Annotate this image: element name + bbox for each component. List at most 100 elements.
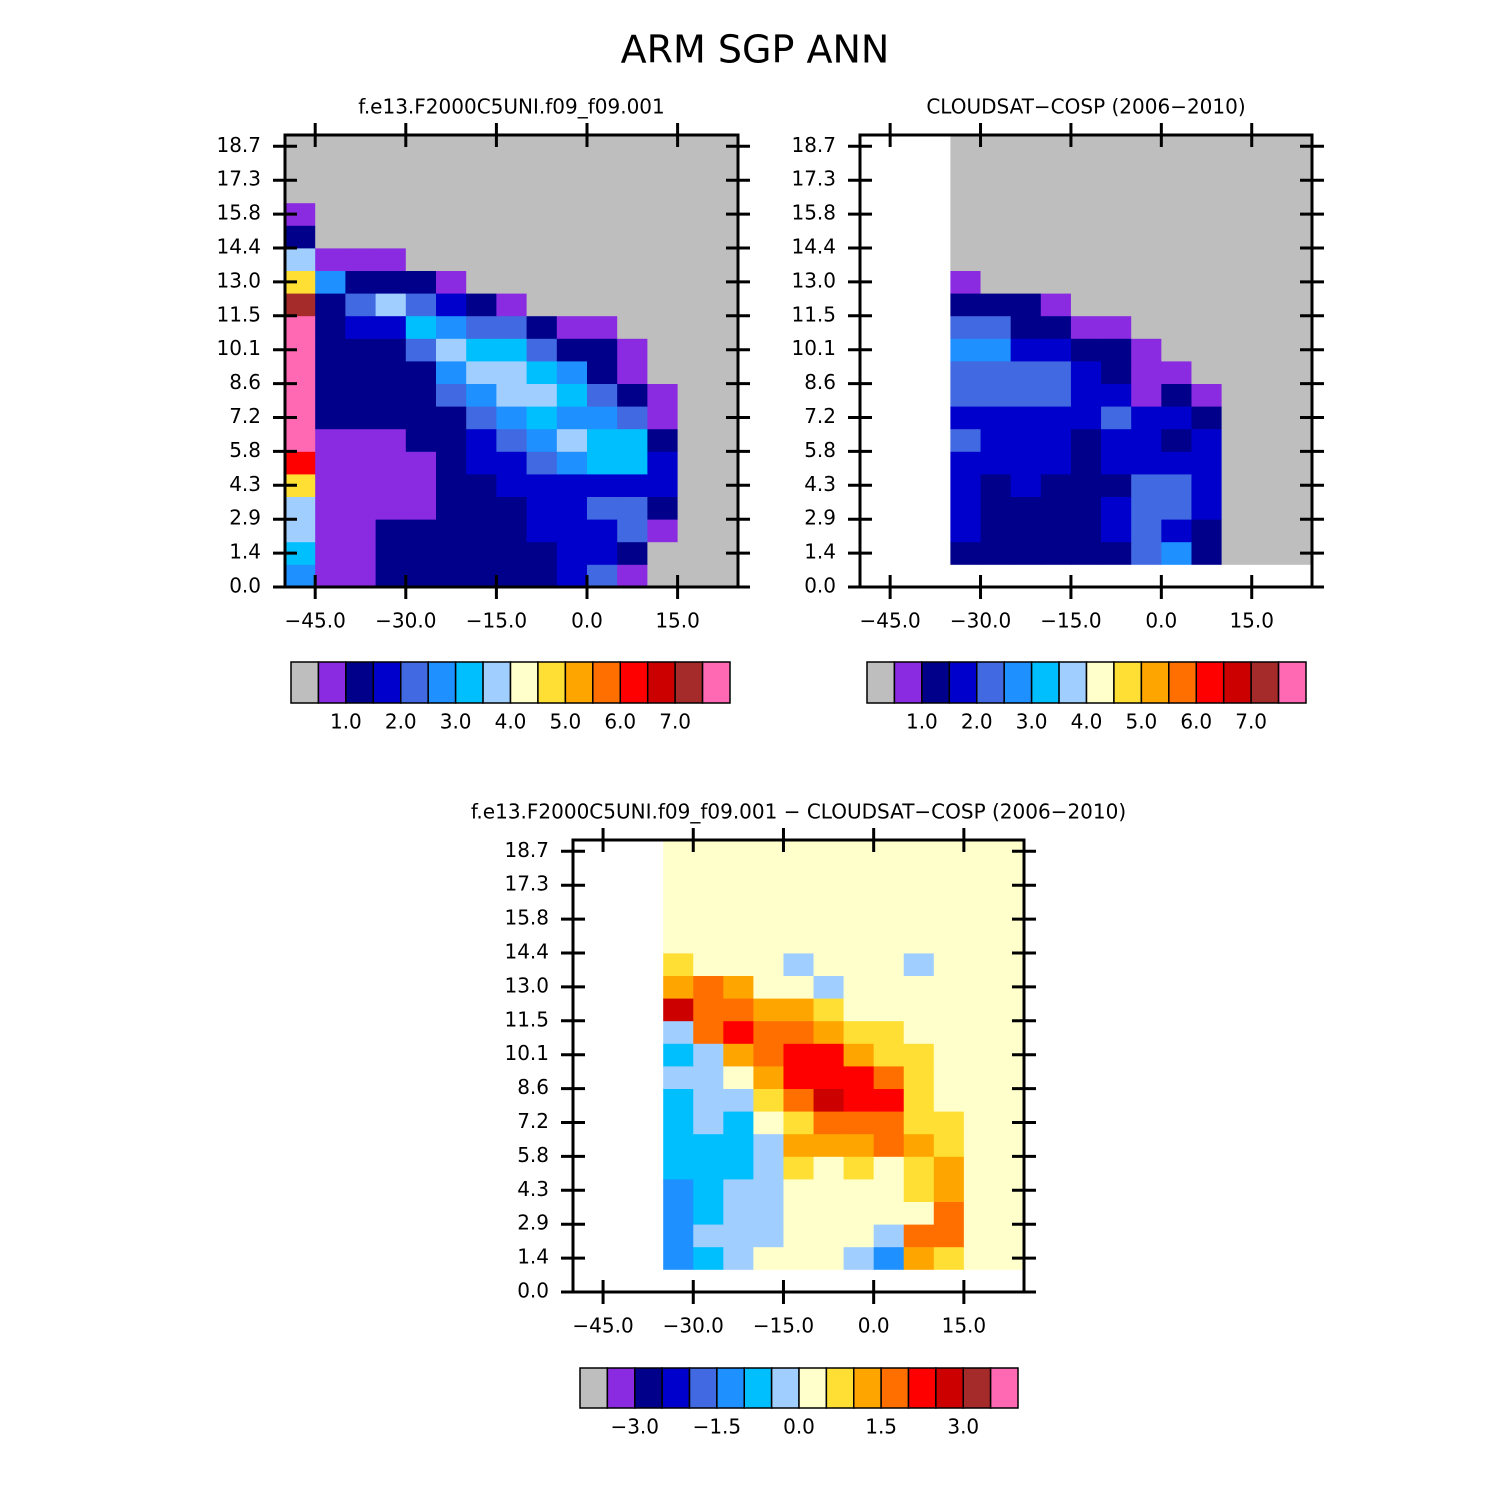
heatmap-cell: [496, 496, 527, 520]
heatmap-cell: [556, 428, 588, 452]
heatmap-cell: [375, 541, 407, 565]
heatmap-cell: [436, 428, 467, 452]
heatmap-cell: [436, 338, 467, 362]
plot-frame: [858, 133, 1314, 589]
heatmap-cell: [693, 1020, 724, 1044]
x-tick-label: 0.0: [1145, 609, 1177, 633]
heatmap-cell: [663, 1246, 694, 1270]
heatmap-cell: [753, 885, 784, 909]
heatmap-cell: [753, 975, 784, 999]
heatmap-cell: [375, 157, 407, 181]
heatmap-cell: [950, 361, 981, 384]
heatmap-cell: [526, 564, 558, 588]
heatmap-cell: [1251, 293, 1283, 317]
heatmap-cell: [693, 1066, 724, 1089]
heatmap-cell: [1161, 157, 1192, 181]
heatmap-cell: [783, 1111, 814, 1135]
heatmap-cell: [993, 907, 1025, 931]
heatmap-cell: [1251, 180, 1283, 204]
heatmap-cell: [1010, 406, 1042, 430]
heatmap-cell: [1131, 519, 1162, 543]
heatmap-cell: [1131, 180, 1162, 204]
heatmap-cell: [813, 930, 844, 954]
heatmap-cell: [1040, 248, 1072, 271]
heatmap-cell: [647, 474, 678, 497]
heatmap-cell: [813, 862, 844, 886]
colorbar-box: [866, 661, 896, 704]
colorbar-label: 6.0: [1180, 710, 1212, 734]
heatmap-cell: [1040, 496, 1072, 520]
heatmap-cell: [1251, 225, 1283, 249]
heatmap-cell: [1131, 293, 1162, 317]
heatmap-cell: [707, 180, 739, 204]
heatmap-cell: [315, 202, 346, 226]
heatmap-cell: [1101, 225, 1132, 249]
panel-title: f.e13.F2000C5UNI.f09_f09.001 − CLOUDSAT−…: [471, 800, 1126, 824]
heatmap-cell: [587, 564, 618, 588]
heatmap-cell: [980, 383, 1012, 407]
heatmap-cell: [903, 885, 935, 909]
heatmap-cell: [783, 1224, 814, 1248]
heatmap-cell: [526, 541, 558, 565]
heatmap-cell: [707, 361, 739, 384]
heatmap-cell: [405, 248, 437, 271]
heatmap-cell: [526, 338, 558, 362]
y-tick-label: 8.6: [517, 1075, 549, 1099]
colorbar-box: [716, 1367, 745, 1409]
heatmap-cell: [963, 1020, 995, 1044]
heatmap-cell: [526, 428, 558, 452]
x-tick-label: −15.0: [1040, 609, 1101, 633]
heatmap-cell: [647, 157, 678, 181]
heatmap-cell: [753, 1156, 784, 1180]
colorbar-box: [935, 1367, 964, 1409]
heatmap-cell: [436, 383, 467, 407]
heatmap-cell: [617, 180, 648, 204]
colorbar-box: [1140, 661, 1170, 704]
heatmap-cell: [405, 406, 437, 430]
colorbar-label: 1.5: [865, 1415, 897, 1439]
heatmap-cell: [843, 1111, 875, 1135]
heatmap-cell: [963, 862, 995, 886]
heatmap-cell: [617, 406, 648, 430]
heatmap-cell: [617, 361, 648, 384]
heatmap-cell: [375, 270, 407, 294]
heatmap-cell: [617, 496, 648, 520]
heatmap-cell: [723, 1020, 754, 1044]
heatmap-cell: [1161, 180, 1192, 204]
heatmap-cell: [1070, 451, 1102, 475]
heatmap-cell: [843, 1179, 875, 1202]
heatmap-cell: [1221, 248, 1253, 271]
heatmap-cell: [345, 564, 376, 588]
heatmap-cell: [526, 383, 558, 407]
heatmap-cell: [315, 564, 346, 588]
heatmap-cell: [1221, 293, 1253, 317]
colorbar-label: 3.0: [440, 710, 472, 734]
heatmap-cell: [617, 293, 648, 317]
heatmap-cell: [587, 361, 618, 384]
heatmap-cell: [375, 225, 407, 249]
heatmap-cell: [783, 1043, 814, 1067]
heatmap-cell: [1251, 248, 1283, 271]
heatmap-cell: [783, 975, 814, 999]
heatmap-cell: [950, 135, 981, 158]
heatmap-cell: [813, 1020, 844, 1044]
heatmap-cell: [677, 157, 709, 181]
heatmap-cell: [980, 428, 1012, 452]
heatmap-cell: [315, 519, 346, 543]
heatmap-cell: [980, 406, 1012, 430]
colorbar-label: 7.0: [1235, 710, 1267, 734]
colorbar-box: [948, 661, 978, 704]
heatmap-cell: [526, 248, 558, 271]
heatmap-cell: [405, 361, 437, 384]
heatmap-cell: [1040, 541, 1072, 565]
heatmap-cell: [647, 496, 678, 520]
heatmap-cell: [1281, 248, 1313, 271]
heatmap-cell: [647, 361, 678, 384]
heatmap-cells: [950, 135, 1313, 565]
heatmap-cell: [1251, 474, 1283, 497]
heatmap-cell: [556, 338, 588, 362]
y-tick-label: 2.9: [517, 1211, 549, 1235]
heatmap-cell: [285, 406, 316, 430]
heatmap-cell: [285, 157, 316, 181]
heatmap-cell: [496, 315, 527, 339]
